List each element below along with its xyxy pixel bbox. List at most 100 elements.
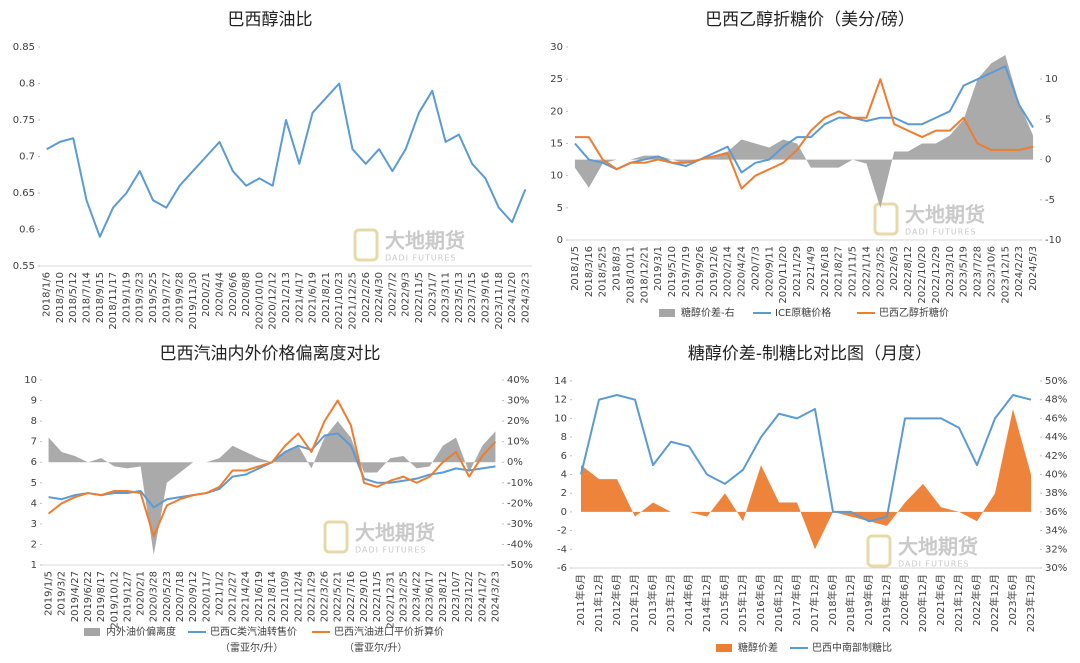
y-tick-label: 0.6 xyxy=(19,225,35,236)
x-tick-label: 2024/2/23 xyxy=(1014,246,1025,297)
y2-tick-label: -20% xyxy=(507,498,533,509)
x-tick-label: 2021/8/21 xyxy=(321,272,332,323)
legend-label: 巴西C类汽油转售价 xyxy=(210,625,297,638)
y2-tick-label: 44% xyxy=(1045,432,1067,443)
y-tick-label: 0 xyxy=(557,235,563,246)
x-tick-label: 2015年6月 xyxy=(718,574,731,626)
x-tick-label: 2019/5/10 xyxy=(667,246,678,297)
x-tick-label: 2019/7/27 xyxy=(161,272,172,323)
y-tick-label: 10 xyxy=(554,413,567,424)
watermark-logo xyxy=(323,520,349,554)
legend-swatch xyxy=(716,644,732,652)
x-tick-label: 2021/8/27 xyxy=(834,246,845,297)
y-tick-label: 0.7 xyxy=(19,152,35,163)
x-tick-label: 2021年12月 xyxy=(952,574,965,632)
y2-tick-label: 42% xyxy=(1045,451,1067,462)
y2-tick-label: -40% xyxy=(507,539,533,550)
x-tick-label: 2019/6/22 xyxy=(83,571,94,622)
y2-tick-label: 38% xyxy=(1045,488,1067,499)
x-tick-label: 2019/11/30 xyxy=(188,272,199,330)
y-tick-label: 6 xyxy=(31,457,37,468)
y-tick-label: 0.65 xyxy=(13,188,35,199)
x-tick-label: 2023/7/28 xyxy=(973,246,984,297)
x-tick-label: 2020年6月 xyxy=(898,574,911,626)
y2-tick-label: 10% xyxy=(507,437,529,448)
y2-tick-label: -30% xyxy=(507,519,533,530)
chart-title: 糖醇价差-制糖比对比图（月度） xyxy=(688,344,932,364)
x-tick-label: 2019年12月 xyxy=(880,574,893,632)
x-tick-label: 2021/6/19 xyxy=(308,272,319,323)
x-tick-label: 2017年12月 xyxy=(808,574,821,632)
chart-title: 巴西汽油内外价格偏离度对比 xyxy=(160,344,381,364)
x-tick-label: 2022年6月 xyxy=(970,574,983,626)
legend-unit: （雷亚尔/升） xyxy=(220,641,283,654)
watermark-logo xyxy=(353,228,379,262)
x-tick-label: 2020/9/11 xyxy=(764,246,775,297)
x-tick-label: 2021/4/17 xyxy=(294,272,305,323)
x-tick-label: 2024/1/20 xyxy=(507,272,518,323)
x-tick-label: 2020/5/23 xyxy=(162,571,173,622)
x-tick-label: 2019/3/2 xyxy=(57,571,68,616)
watermark: 大地期货 xyxy=(355,521,435,545)
watermark: 大地期货 xyxy=(385,229,465,253)
legend-unit: （雷亚尔/升） xyxy=(344,641,407,654)
chart-title: 巴西乙醇折糖价（美分/磅） xyxy=(705,10,915,30)
x-tick-label: 2019/3/23 xyxy=(135,272,146,323)
x-tick-label: 2020/9/12 xyxy=(188,571,199,622)
y-tick-label: 14 xyxy=(554,376,567,387)
x-tick-label: 2013年6月 xyxy=(646,574,659,626)
x-tick-label: 2023/5/19 xyxy=(959,246,970,297)
y-tick-label: 8 xyxy=(31,416,37,427)
x-tick-label: 2022/11/5 xyxy=(372,571,383,622)
x-tick-label: 2019/10/12 xyxy=(109,571,120,629)
y-tick-label: 10 xyxy=(550,171,563,182)
x-tick-label: 2018/1/6 xyxy=(42,272,53,317)
y2-tick-label: 40% xyxy=(1045,470,1067,481)
x-tick-label: 2022/3/26 xyxy=(320,571,331,622)
x-tick-label: 2023/5/13 xyxy=(454,272,465,323)
x-tick-label: 2023年6月 xyxy=(1006,574,1019,626)
legend-label: 糖醇价差-右 xyxy=(681,306,735,319)
x-tick-label: 2018/12/21 xyxy=(639,246,650,304)
x-tick-label: 2019/9/28 xyxy=(175,272,186,323)
y2-tick-label: 30% xyxy=(1045,563,1067,574)
x-tick-label: 2020/7/18 xyxy=(175,571,186,622)
x-tick-label: 2021/10/23 xyxy=(334,272,345,330)
y2-tick-label: 50% xyxy=(1045,376,1067,387)
x-tick-label: 2022/4/30 xyxy=(374,272,385,323)
y-tick-label: 0.8 xyxy=(19,79,35,90)
x-tick-label: 2016年6月 xyxy=(754,574,767,626)
legend-label: 糖醇价差 xyxy=(738,641,778,654)
x-tick-label: 2018/3/10 xyxy=(55,272,66,323)
x-tick-label: 2022/10/20 xyxy=(917,246,928,304)
x-tick-label: 2020/2/1 xyxy=(136,571,147,616)
x-tick-label: 2019/4/27 xyxy=(70,571,81,622)
x-tick-label: 2015年12月 xyxy=(736,574,749,632)
watermark-en: DADI FUTURES xyxy=(355,546,426,555)
x-tick-label: 2021/2/13 xyxy=(281,272,292,323)
x-tick-label: 2014年6月 xyxy=(682,574,695,626)
x-tick-label: 2016年12月 xyxy=(772,574,785,632)
x-tick-label: 2023/7/15 xyxy=(467,272,478,323)
x-tick-label: 2022/11/5 xyxy=(414,272,425,323)
y-tick-label: 0.85 xyxy=(13,42,35,53)
x-tick-label: 2012年12月 xyxy=(628,574,641,632)
x-tick-label: 2020年12月 xyxy=(916,574,929,632)
y-tick-label: 5 xyxy=(31,478,37,489)
y-tick-label: 10 xyxy=(24,375,37,386)
x-tick-label: 2023/10/7 xyxy=(451,571,462,622)
x-tick-label: 2020/12/12 xyxy=(268,272,279,330)
x-tick-label: 2021年6月 xyxy=(934,574,947,626)
x-tick-label: 2024/1/27 xyxy=(477,571,488,622)
y2-tick-label: 48% xyxy=(1045,395,1067,406)
x-tick-label: 2023年12月 xyxy=(1024,574,1037,632)
x-tick-label: 2021/4/24 xyxy=(241,571,252,622)
x-tick-label: 2020/10/10 xyxy=(254,272,265,330)
x-tick-label: 2018/1/5 xyxy=(570,246,581,291)
y-tick-label: 8 xyxy=(561,432,567,443)
x-tick-label: 2022/12/29 xyxy=(931,246,942,304)
y-tick-label: 4 xyxy=(31,498,37,509)
y2-tick-label: 46% xyxy=(1045,413,1067,424)
x-tick-label: 2020/11/20 xyxy=(778,246,789,304)
y-tick-label: 2 xyxy=(31,539,37,550)
